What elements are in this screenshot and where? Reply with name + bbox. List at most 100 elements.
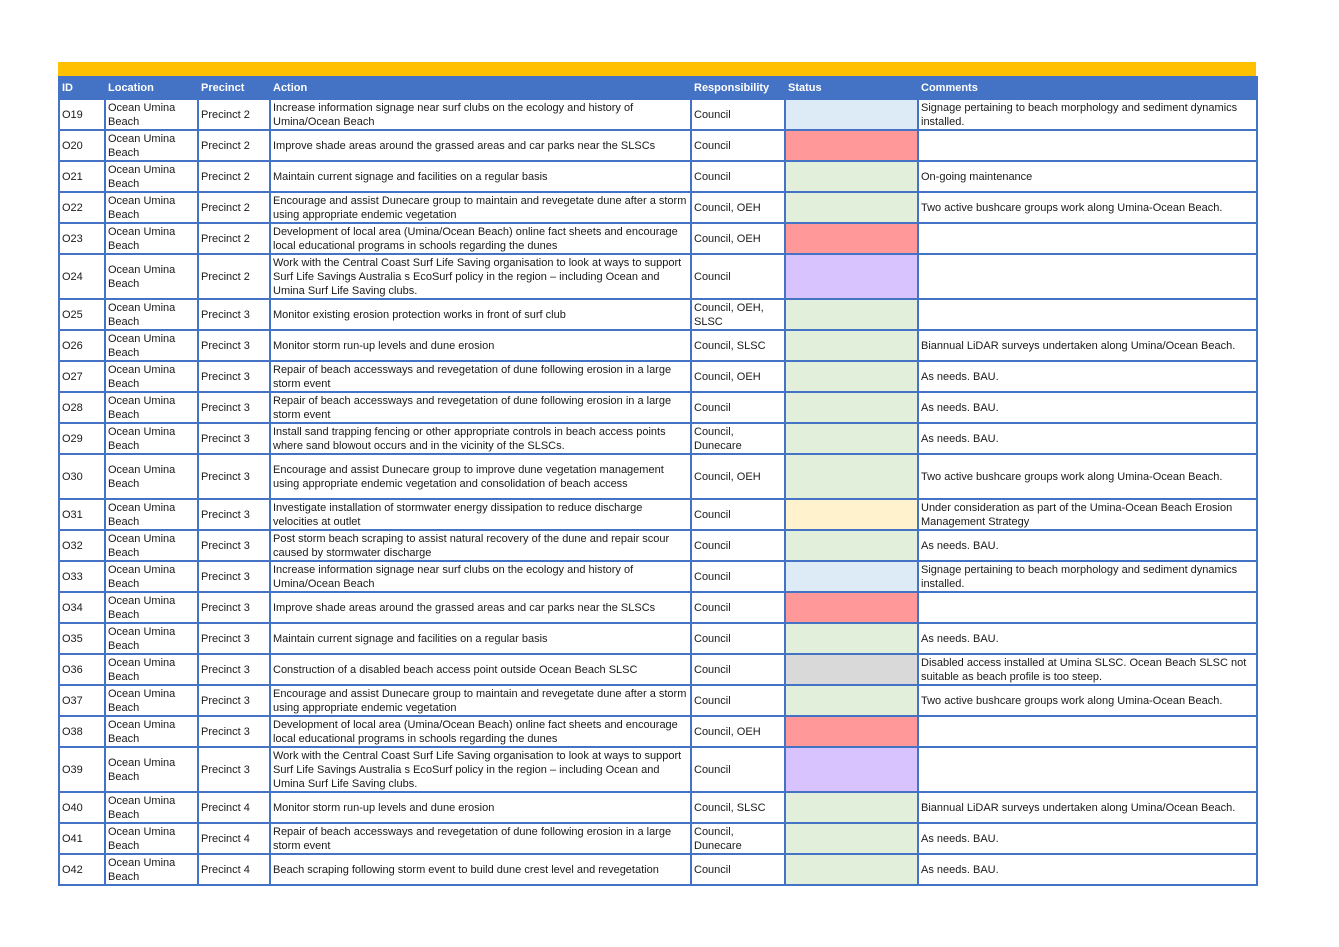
table-row: O36 Ocean Umina Beach Precinct 3 Constructi… xyxy=(58,653,1258,686)
cell-id: O25 xyxy=(58,298,106,331)
table-row: O35 Ocean Umina Beach Precinct 3 Maintain c… xyxy=(58,622,1258,655)
cell-location: Ocean Umina Beach xyxy=(104,160,199,193)
cell-comments xyxy=(917,222,1258,255)
cell-location: Ocean Umina Beach xyxy=(104,622,199,655)
cell-responsibility: Council, SLSC xyxy=(690,791,786,824)
cell-precinct: Precinct 3 xyxy=(197,422,271,455)
cell-location: Ocean Umina Beach xyxy=(104,791,199,824)
column-header-action: Action xyxy=(269,76,692,100)
cell-location: Ocean Umina Beach xyxy=(104,391,199,424)
cell-location: Ocean Umina Beach xyxy=(104,498,199,531)
status-indicator xyxy=(784,684,919,717)
cell-comments: Under consideration as part of the Umina… xyxy=(917,498,1258,531)
cell-location: Ocean Umina Beach xyxy=(104,129,199,162)
cell-id: O21 xyxy=(58,160,106,193)
status-indicator xyxy=(784,653,919,686)
cell-id: O35 xyxy=(58,622,106,655)
cell-id: O33 xyxy=(58,560,106,593)
cell-responsibility: Council, OEH xyxy=(690,453,786,500)
cell-comments: As needs. BAU. xyxy=(917,822,1258,855)
cell-responsibility: Council xyxy=(690,853,786,886)
status-indicator xyxy=(784,391,919,424)
table-row: O23 Ocean Umina Beach Precinct 2 Developmen… xyxy=(58,222,1258,255)
cell-action: Encourage and assist Dunecare group to m… xyxy=(269,191,692,224)
cell-responsibility: Council xyxy=(690,653,786,686)
cell-precinct: Precinct 3 xyxy=(197,298,271,331)
cell-precinct: Precinct 4 xyxy=(197,853,271,886)
cell-id: O24 xyxy=(58,253,106,300)
cell-precinct: Precinct 3 xyxy=(197,329,271,362)
cell-responsibility: Council, SLSC xyxy=(690,329,786,362)
cell-location: Ocean Umina Beach xyxy=(104,591,199,624)
cell-comments: As needs. BAU. xyxy=(917,391,1258,424)
cell-location: Ocean Umina Beach xyxy=(104,98,199,131)
cell-comments xyxy=(917,253,1258,300)
table-row: O42 Ocean Umina Beach Precinct 4 Beach scra… xyxy=(58,853,1258,886)
cell-id: O20 xyxy=(58,129,106,162)
status-indicator xyxy=(784,791,919,824)
status-indicator xyxy=(784,746,919,793)
cell-precinct: Precinct 2 xyxy=(197,253,271,300)
cell-responsibility: Council, OEH xyxy=(690,222,786,255)
cell-responsibility: Council xyxy=(690,684,786,717)
cell-id: O32 xyxy=(58,529,106,562)
cell-precinct: Precinct 3 xyxy=(197,715,271,748)
cell-precinct: Precinct 2 xyxy=(197,222,271,255)
cell-location: Ocean Umina Beach xyxy=(104,684,199,717)
cell-precinct: Precinct 3 xyxy=(197,391,271,424)
table-row: O37 Ocean Umina Beach Precinct 3 Encourage … xyxy=(58,684,1258,717)
cell-responsibility: Council, OEH xyxy=(690,360,786,393)
cell-location: Ocean Umina Beach xyxy=(104,222,199,255)
table-row: O24 Ocean Umina Beach Precinct 2 Work with … xyxy=(58,253,1258,300)
cell-id: O27 xyxy=(58,360,106,393)
status-indicator xyxy=(784,422,919,455)
cell-id: O26 xyxy=(58,329,106,362)
status-indicator xyxy=(784,160,919,193)
cell-location: Ocean Umina Beach xyxy=(104,253,199,300)
cell-comments: Biannual LiDAR surveys undertaken along … xyxy=(917,329,1258,362)
cell-comments: Two active bushcare groups work along Um… xyxy=(917,684,1258,717)
status-indicator xyxy=(784,191,919,224)
cell-location: Ocean Umina Beach xyxy=(104,529,199,562)
cell-action: Maintain current signage and facilities … xyxy=(269,622,692,655)
status-indicator xyxy=(784,560,919,593)
cell-precinct: Precinct 2 xyxy=(197,191,271,224)
table-row: O19 Ocean Umina Beach Precinct 2 Increase i… xyxy=(58,98,1258,131)
cell-action: Encourage and assist Dunecare group to m… xyxy=(269,684,692,717)
cell-action: Investigate installation of stormwater e… xyxy=(269,498,692,531)
cell-action: Development of local area (Umina/Ocean B… xyxy=(269,715,692,748)
column-header-precinct: Precinct xyxy=(197,76,271,100)
cell-id: O22 xyxy=(58,191,106,224)
cell-comments: On-going maintenance xyxy=(917,160,1258,193)
cell-precinct: Precinct 3 xyxy=(197,529,271,562)
cell-id: O30 xyxy=(58,453,106,500)
cell-id: O28 xyxy=(58,391,106,424)
cell-location: Ocean Umina Beach xyxy=(104,360,199,393)
cell-location: Ocean Umina Beach xyxy=(104,746,199,793)
status-indicator xyxy=(784,98,919,131)
cell-comments: As needs. BAU. xyxy=(917,422,1258,455)
cell-action: Improve shade areas around the grassed a… xyxy=(269,591,692,624)
cell-id: O37 xyxy=(58,684,106,717)
table-row: O20 Ocean Umina Beach Precinct 2 Improve sh… xyxy=(58,129,1258,162)
column-header-id: ID xyxy=(58,76,106,100)
cell-id: O36 xyxy=(58,653,106,686)
table-row: O40 Ocean Umina Beach Precinct 4 Monitor st… xyxy=(58,791,1258,824)
table-row: O38 Ocean Umina Beach Precinct 3 Developmen… xyxy=(58,715,1258,748)
cell-id: O38 xyxy=(58,715,106,748)
cell-comments: As needs. BAU. xyxy=(917,853,1258,886)
status-indicator xyxy=(784,298,919,331)
cell-comments: Two active bushcare groups work along Um… xyxy=(917,453,1258,500)
cell-precinct: Precinct 3 xyxy=(197,453,271,500)
cell-action: Increase information signage near surf c… xyxy=(269,98,692,131)
cell-id: O29 xyxy=(58,422,106,455)
table-row: O22 Ocean Umina Beach Precinct 2 Encourage … xyxy=(58,191,1258,224)
cell-location: Ocean Umina Beach xyxy=(104,453,199,500)
table-row: O39 Ocean Umina Beach Precinct 3 Work with … xyxy=(58,746,1258,793)
status-indicator xyxy=(784,329,919,362)
cell-action: Maintain current signage and facilities … xyxy=(269,160,692,193)
status-indicator xyxy=(784,498,919,531)
cell-comments xyxy=(917,715,1258,748)
cell-location: Ocean Umina Beach xyxy=(104,191,199,224)
cell-action: Post storm beach scraping to assist natu… xyxy=(269,529,692,562)
